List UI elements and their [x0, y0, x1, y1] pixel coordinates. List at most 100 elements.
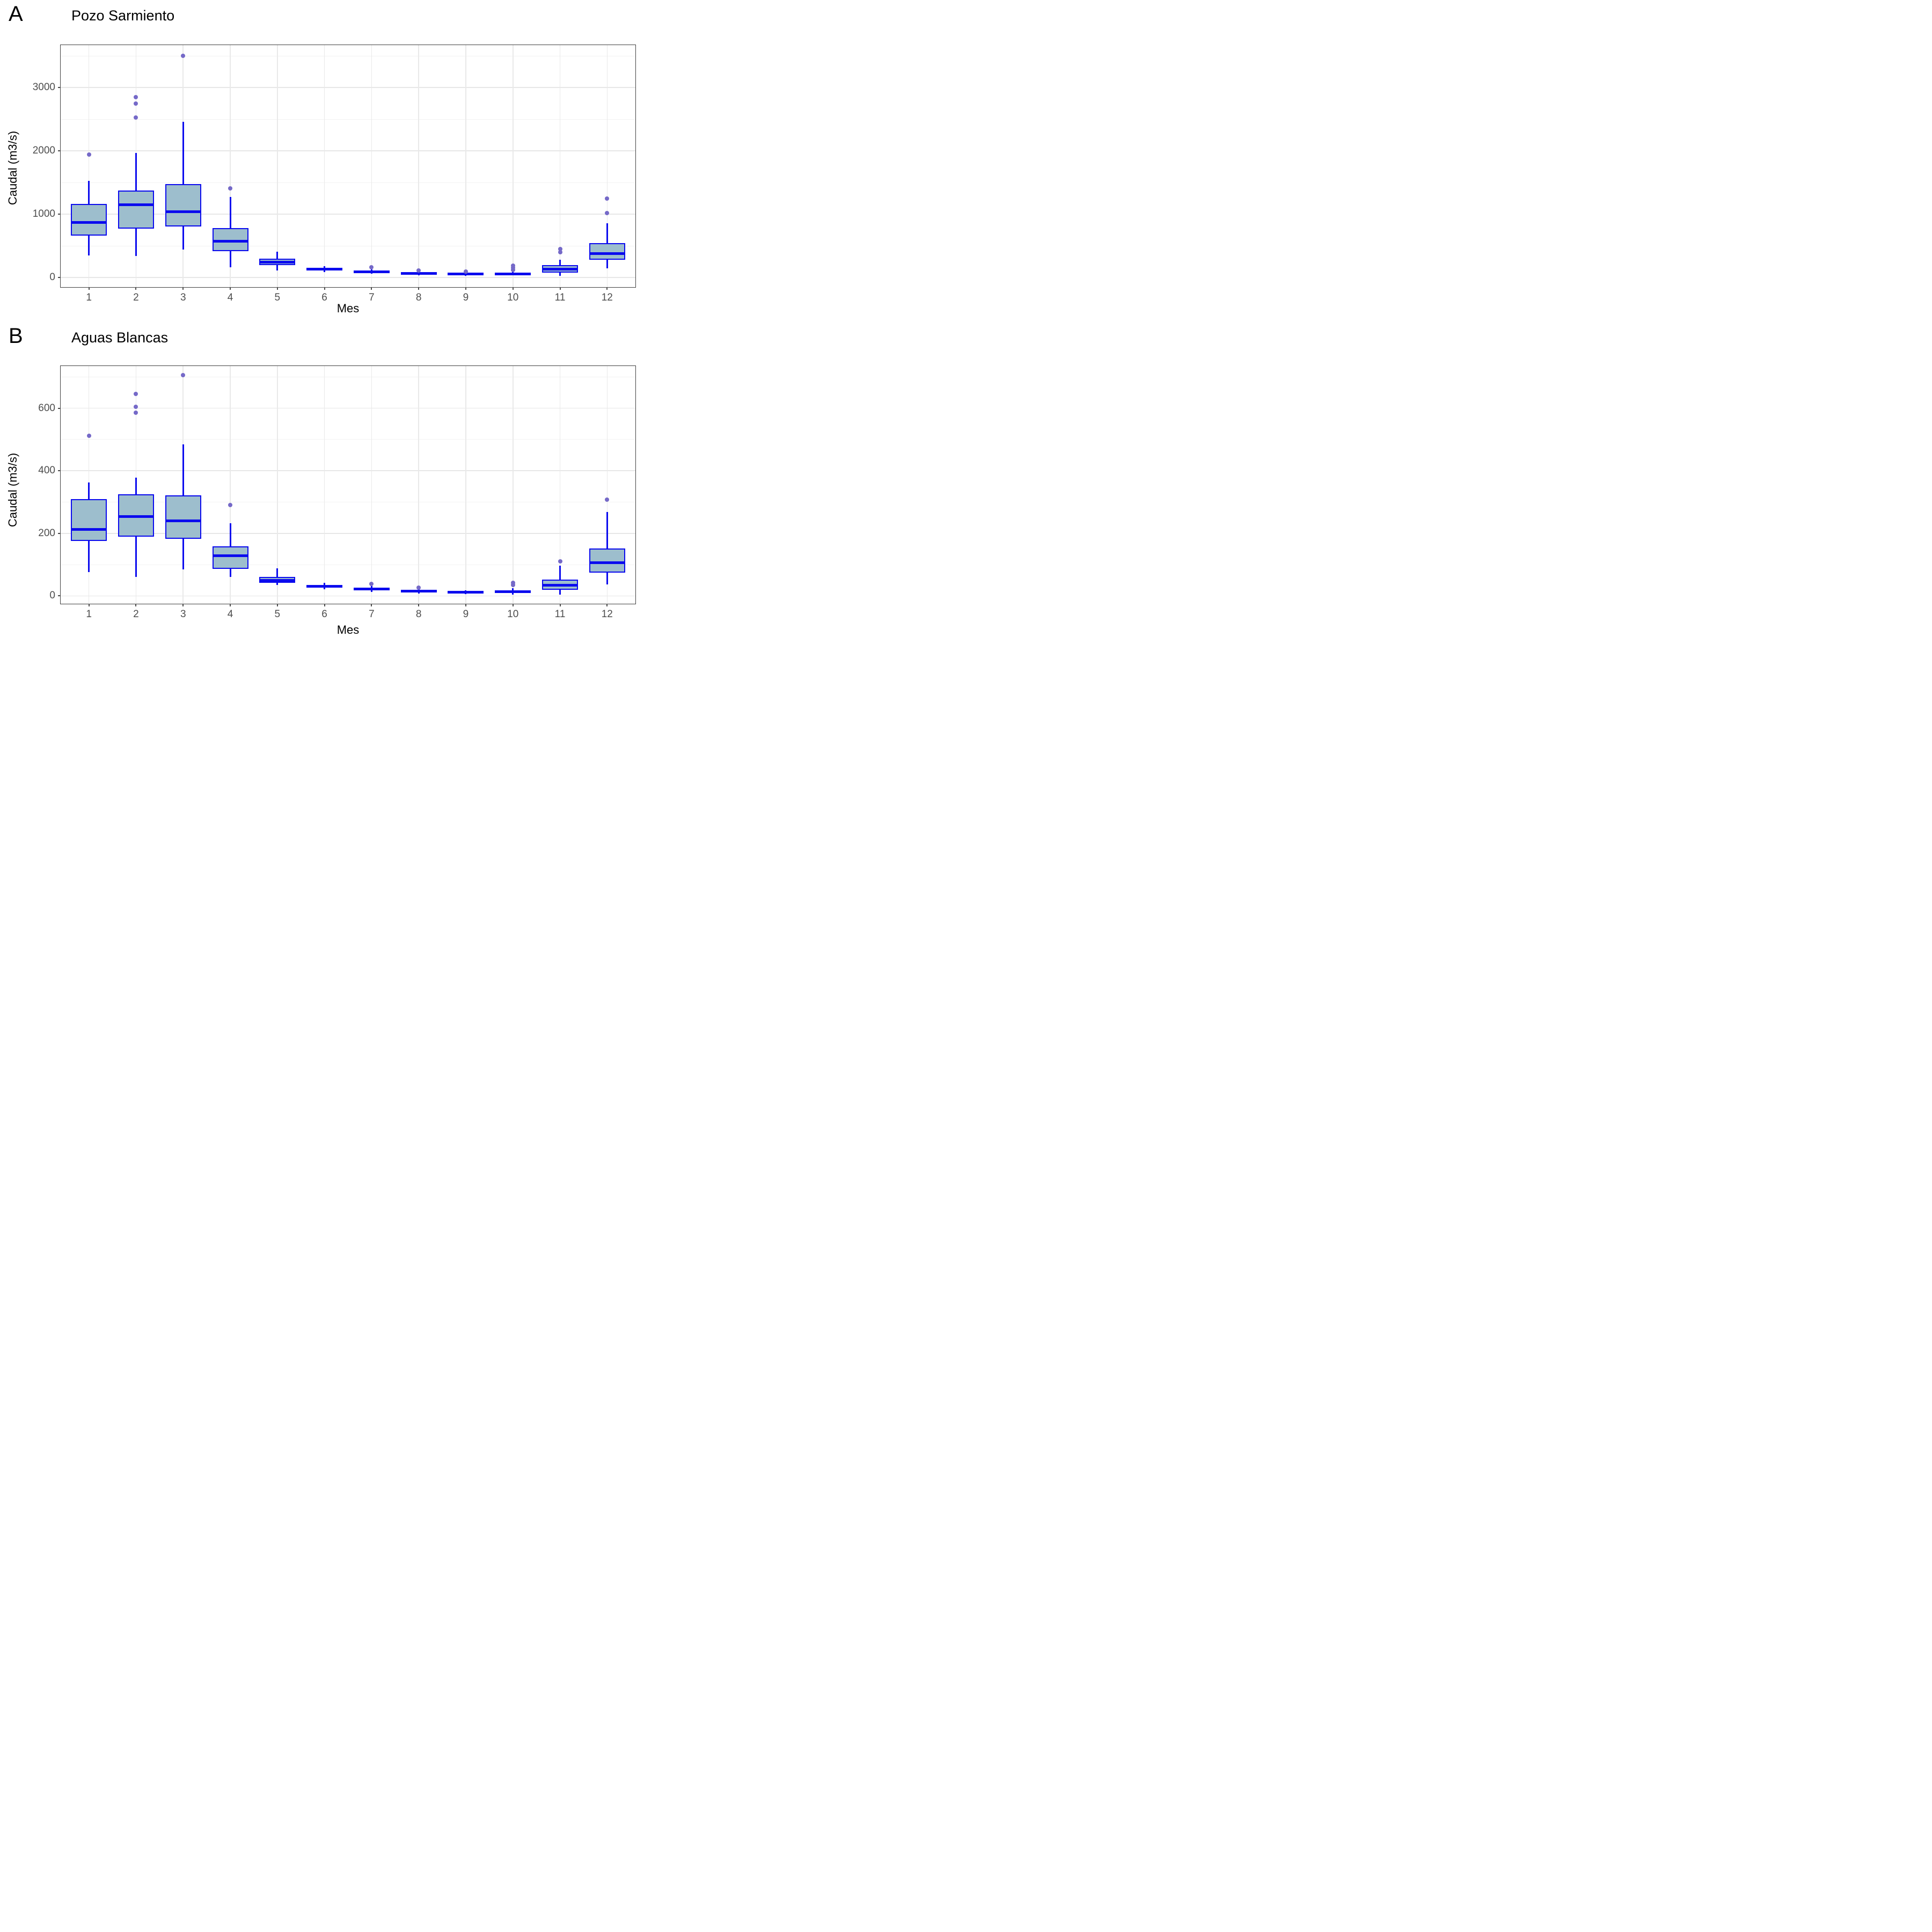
median-line — [212, 239, 248, 243]
median-line — [542, 268, 579, 271]
median-line — [589, 561, 625, 564]
outlier-dot — [134, 411, 138, 415]
x-tick-mark — [135, 604, 137, 606]
median-line — [353, 270, 390, 273]
median-line — [118, 515, 154, 518]
x-tick-label: 3 — [180, 609, 186, 620]
x-tick-label: 10 — [507, 292, 519, 303]
y-tick-mark — [58, 150, 61, 152]
outlier-dot — [134, 404, 138, 409]
box-iqr — [212, 228, 248, 251]
x-tick-label: 2 — [133, 609, 139, 620]
x-gridline — [465, 45, 466, 287]
panel-tag: A — [9, 2, 23, 26]
panel-tag: B — [9, 324, 23, 348]
upper-whisker — [88, 482, 90, 499]
x-tick-mark — [512, 604, 514, 606]
upper-whisker — [512, 271, 514, 273]
y-tick-label: 1000 — [32, 208, 55, 220]
box-iqr — [71, 204, 107, 236]
upper-whisker — [370, 586, 372, 588]
x-tick-mark — [465, 604, 466, 606]
y-tick-mark — [58, 277, 61, 279]
outlier-dot — [463, 269, 468, 274]
lower-whisker — [229, 251, 231, 268]
x-axis-label: Mes — [336, 302, 360, 315]
x-tick-label: 5 — [274, 292, 281, 303]
lower-whisker — [276, 582, 279, 586]
box-iqr — [71, 499, 107, 541]
y-minor-gridline — [61, 182, 635, 183]
upper-whisker — [276, 251, 279, 259]
x-tick-label: 7 — [369, 292, 375, 303]
x-tick-mark — [276, 604, 278, 606]
lower-whisker — [182, 226, 184, 250]
x-gridline — [418, 45, 419, 287]
outlier-dot — [605, 210, 610, 215]
upper-whisker — [370, 269, 372, 271]
y-minor-gridline — [61, 439, 635, 440]
x-tick-mark — [230, 604, 231, 606]
x-gridline — [606, 45, 608, 287]
lower-whisker — [229, 568, 231, 577]
panel-pozo-sarmiento: A Pozo Sarmiento Caudal (m3/s) 0 1000 2000… — [0, 0, 644, 322]
upper-whisker — [559, 565, 561, 580]
x-gridline — [465, 366, 466, 604]
y-tick-mark — [58, 470, 61, 472]
y-tick-label: 600 — [38, 402, 55, 414]
x-tick-mark — [371, 287, 372, 290]
outlier-dot — [134, 392, 138, 397]
y-tick-mark — [58, 87, 61, 89]
upper-whisker — [606, 512, 608, 548]
x-tick-mark — [182, 604, 184, 606]
median-line — [71, 528, 107, 531]
lower-whisker — [512, 593, 514, 595]
outlier-dot — [605, 196, 610, 201]
lower-whisker — [370, 273, 372, 274]
x-tick-label: 8 — [415, 292, 422, 303]
x-axis-label: Mes — [336, 623, 360, 636]
x-gridline — [559, 45, 561, 287]
upper-whisker — [276, 568, 279, 577]
y-minor-gridline — [61, 119, 635, 120]
x-tick-mark — [418, 604, 420, 606]
outlier-dot — [181, 54, 186, 58]
y-tick-label: 0 — [49, 590, 55, 602]
upper-whisker — [418, 589, 420, 590]
box-iqr — [118, 494, 154, 537]
median-line — [495, 590, 531, 594]
x-tick-mark — [182, 287, 184, 290]
outlier-dot — [181, 373, 186, 378]
x-tick-label: 5 — [274, 609, 281, 620]
x-gridline — [324, 366, 325, 604]
median-line — [589, 252, 625, 255]
y-axis-label: Caudal (m3/s) — [6, 130, 19, 206]
x-gridline — [512, 45, 514, 287]
y-tick-label: 200 — [38, 527, 55, 539]
box-iqr — [165, 184, 201, 226]
x-tick-label: 8 — [415, 609, 422, 620]
x-tick-label: 6 — [321, 292, 327, 303]
box-iqr — [118, 190, 154, 229]
y-major-gridline — [61, 470, 635, 472]
y-major-gridline — [61, 595, 635, 597]
x-tick-label: 4 — [227, 609, 233, 620]
x-tick-label: 12 — [601, 609, 613, 620]
outlier-dot — [416, 268, 421, 273]
lower-whisker — [324, 587, 326, 589]
y-tick-label: 3000 — [32, 82, 55, 93]
plot-area: 0 1000 2000 3000 1 2 3 4 5 6 7 8 9 10 11 12 — [33, 45, 636, 303]
lower-whisker — [324, 270, 326, 273]
y-tick-label: 2000 — [32, 145, 55, 157]
x-gridline — [88, 45, 90, 287]
x-tick-label: 6 — [321, 609, 327, 620]
x-gridline — [230, 45, 231, 287]
lower-whisker — [606, 573, 608, 585]
median-line — [448, 273, 484, 276]
outlier-dot — [369, 265, 374, 270]
outlier-dot — [558, 247, 562, 252]
outlier-dot — [228, 186, 233, 191]
y-tick-label: 0 — [49, 272, 55, 283]
lower-whisker — [559, 272, 561, 276]
y-tick-mark — [58, 595, 61, 597]
